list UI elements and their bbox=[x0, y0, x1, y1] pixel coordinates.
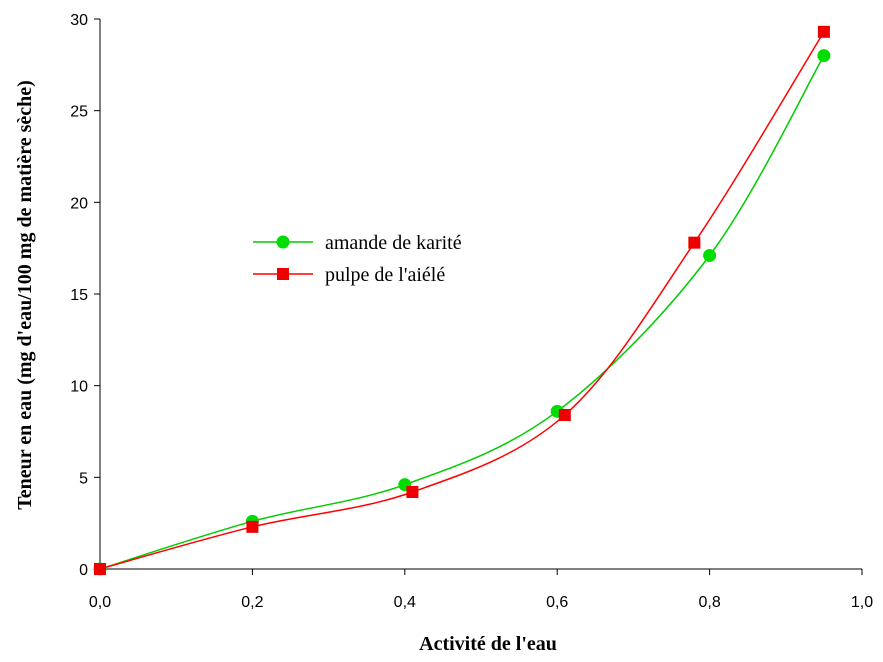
legend-marker-pulpe bbox=[277, 268, 289, 280]
series-line-pulpe bbox=[99, 31, 825, 570]
data-point-pulpe bbox=[246, 520, 259, 533]
data-point-pulpe bbox=[817, 25, 830, 38]
series-lines bbox=[99, 31, 825, 570]
y-tick-label: 0 bbox=[79, 562, 88, 579]
data-point-pulpe bbox=[94, 563, 106, 575]
x-tick-label: 1,0 bbox=[851, 594, 873, 611]
x-ticks: 0,0 0,2 0,4 0,6 0,8 1,0 bbox=[89, 569, 873, 611]
legend-item-pulpe: pulpe de l'aiélé bbox=[253, 264, 445, 286]
legend-label-pulpe: pulpe de l'aiélé bbox=[325, 264, 445, 286]
data-point-pulpe bbox=[558, 409, 571, 421]
legend: amande de karité pulpe de l'aiélé bbox=[253, 232, 462, 286]
data-point-pulpe bbox=[688, 236, 701, 249]
series-markers bbox=[93, 25, 831, 576]
legend-marker-amande bbox=[276, 235, 290, 249]
y-tick-label: 30 bbox=[70, 12, 88, 29]
y-tick-label: 20 bbox=[70, 195, 88, 212]
legend-label-amande: amande de karité bbox=[325, 232, 462, 254]
series-line-amande bbox=[99, 55, 825, 570]
x-tick-label: 0,8 bbox=[698, 594, 720, 611]
y-tick-label: 10 bbox=[70, 379, 88, 396]
axes bbox=[99, 19, 862, 570]
data-point-amande bbox=[703, 249, 717, 262]
legend-item-amande: amande de karité bbox=[253, 232, 462, 254]
data-point-pulpe bbox=[406, 486, 419, 498]
y-tick-label: 15 bbox=[70, 287, 88, 304]
y-tick-label: 5 bbox=[79, 470, 88, 487]
y-axis-title: Teneur en eau (mg d'eau/100 mg de matièr… bbox=[14, 80, 36, 510]
x-tick-label: 0,2 bbox=[241, 594, 263, 611]
y-tick-label: 25 bbox=[70, 104, 88, 121]
data-point-amande bbox=[817, 49, 831, 63]
x-tick-label: 0,6 bbox=[546, 594, 568, 611]
x-tick-label: 0,4 bbox=[394, 594, 416, 611]
x-axis-title: Activité de l'eau bbox=[419, 633, 557, 655]
y-ticks: 0 5 10 15 20 25 30 bbox=[70, 12, 100, 579]
x-tick-label: 0,0 bbox=[89, 594, 111, 611]
